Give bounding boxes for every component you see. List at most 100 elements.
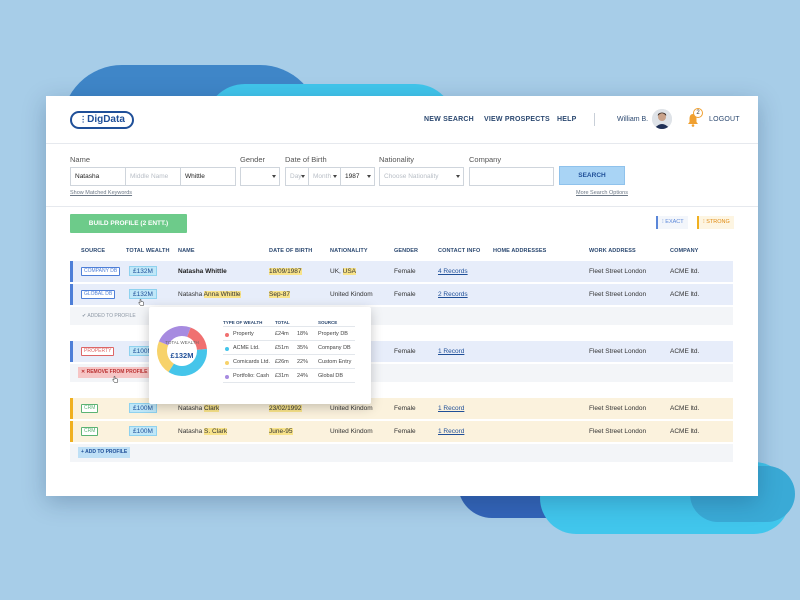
close-icon: ✕	[81, 369, 87, 375]
donut-center-value: £132M	[170, 351, 194, 360]
wealth-total: £26m	[275, 359, 289, 365]
logout-link[interactable]: LOGOUT	[709, 116, 740, 123]
contact-link[interactable]: 2 Records	[438, 291, 468, 298]
column-header-total-wealth[interactable]: TOTAL WEALTH	[126, 248, 170, 254]
check-icon: ✔	[82, 313, 88, 319]
wealth-badge[interactable]: £132M	[129, 266, 157, 276]
name-cell: Natasha Clark	[178, 405, 220, 412]
work-address-cell: Fleet Street London	[589, 405, 647, 412]
column-header-home-addresses[interactable]: HOME ADDRESSES	[493, 248, 547, 254]
gender-select[interactable]	[240, 167, 280, 186]
dob-cell: 18/09/1987	[269, 268, 302, 275]
wealth-type: Property	[233, 331, 254, 337]
more-search-options-link[interactable]: More Search Options	[576, 190, 628, 196]
nationality-highlight: USA	[342, 268, 357, 275]
column-header-dob[interactable]: DATE OF BIRTH	[269, 248, 313, 254]
gender-label: Gender	[240, 155, 266, 164]
name-part: Natasha	[178, 405, 205, 412]
dob-cell: 23/02/1992	[269, 405, 302, 412]
nav-help[interactable]: HELP	[557, 116, 577, 123]
column-header-company[interactable]: COMPANY	[670, 248, 699, 254]
column-header-contact-info[interactable]: CONTACT INFO	[438, 248, 481, 254]
day-placeholder: Day	[290, 173, 302, 180]
nationality-part: UK,	[330, 268, 343, 275]
wealth-source: Custom Entry	[318, 359, 352, 365]
first-name-input[interactable]: Natasha	[70, 167, 126, 186]
column-header-work-address[interactable]: WORK ADDRESS	[589, 248, 636, 254]
nationality-cell: United Kindom	[330, 405, 373, 412]
nationality-cell: UK, USA	[330, 268, 357, 275]
legend-exact-label: EXACT	[665, 219, 684, 225]
donut-slice	[168, 349, 207, 376]
year-select[interactable]: 1987	[340, 167, 375, 186]
wealth-badge[interactable]: £100M	[129, 426, 157, 436]
contact-link[interactable]: 1 Record	[438, 428, 465, 435]
remove-from-profile-button[interactable]: ✕ REMOVE FROM PROFILE	[78, 367, 151, 378]
source-tag: GLOBAL DB	[81, 290, 116, 299]
avatar[interactable]	[652, 109, 672, 129]
legend-dot-comicards	[225, 361, 229, 365]
table-row[interactable]: COMPANY DB £132M Natasha Whittle 18/09/1…	[70, 261, 733, 282]
column-header-gender[interactable]: GENDER	[394, 248, 419, 254]
logo[interactable]: ⋮DigData	[70, 111, 134, 129]
legend-dot-portfolio	[225, 375, 229, 379]
contact-link[interactable]: 1 Record	[438, 405, 465, 412]
top-header: ⋮DigData NEW SEARCH VIEW PROSPECTS HELP …	[46, 96, 758, 144]
name-label: Name	[70, 155, 91, 164]
company-input[interactable]	[469, 167, 554, 186]
source-tag: CRM	[81, 427, 99, 436]
name-cell: Natasha S. Clark	[178, 428, 228, 435]
popup-divider	[223, 382, 355, 383]
legend-strong-icon: ⁝	[703, 219, 707, 225]
dob-cell: Sep-87	[269, 291, 290, 298]
donut-slice	[157, 341, 174, 373]
wealth-badge[interactable]: £132M	[129, 289, 157, 299]
user-name[interactable]: William B.	[617, 116, 649, 123]
added-to-profile-label: ✔ ADDED TO PROFILE	[82, 313, 136, 319]
contact-link[interactable]: 4 Records	[438, 268, 468, 275]
search-form: Name Natasha Middle Name Whittle Gender …	[46, 145, 758, 207]
notification-badge: 2	[693, 108, 703, 118]
remove-text: REMOVE FROM PROFILE	[86, 369, 148, 375]
add-to-profile-button[interactable]: + ADD TO PROFILE	[78, 447, 131, 458]
nav-view-prospects[interactable]: VIEW PROSPECTS	[484, 116, 550, 123]
wealth-badge[interactable]: £100M	[129, 403, 157, 413]
legend-exact: ⁝ EXACT	[656, 216, 688, 229]
wealth-source: Global DB	[318, 373, 344, 379]
build-profile-button[interactable]: BUILD PROFILE (2 ENTT.)	[70, 214, 187, 233]
search-button[interactable]: SEARCH	[559, 166, 625, 185]
month-select[interactable]: Month	[308, 167, 341, 186]
company-cell: ACME ltd.	[670, 348, 700, 355]
action-row	[70, 444, 733, 462]
show-matched-keywords-link[interactable]: Show Matched Keywords	[70, 190, 133, 196]
popup-divider	[223, 354, 355, 355]
plus-icon: +	[81, 449, 86, 455]
table-row[interactable]: GLOBAL DB £132M Natasha Anna Whittle Sep…	[70, 284, 733, 305]
donut-center-label: TOTAL WEALTH	[165, 340, 199, 345]
dob-cell: June-95	[269, 428, 293, 435]
wealth-type: ACME Ltd.	[233, 345, 260, 351]
day-select[interactable]: Day	[285, 167, 309, 186]
table-row[interactable]: CRM £100M Natasha S. Clark June-95 Unite…	[70, 421, 733, 442]
middle-name-input[interactable]: Middle Name	[125, 167, 181, 186]
last-name-input[interactable]: Whittle	[180, 167, 236, 186]
year-value: 1987	[345, 173, 360, 180]
nav-new-search[interactable]: NEW SEARCH	[424, 116, 474, 123]
name-highlight: Anna Whittle	[203, 291, 241, 298]
column-header-nationality[interactable]: NATIONALITY	[330, 248, 368, 254]
company-label: Company	[469, 155, 502, 164]
wealth-donut-chart	[157, 326, 207, 376]
hand-cursor-icon	[138, 299, 144, 306]
contact-link[interactable]: 1 Record	[438, 348, 465, 355]
hand-cursor-icon	[112, 376, 118, 383]
app-window: ⋮DigData NEW SEARCH VIEW PROSPECTS HELP …	[46, 96, 758, 496]
column-header-name[interactable]: NAME	[178, 248, 195, 254]
dob-label: Date of Birth	[285, 155, 327, 164]
popup-divider	[223, 340, 355, 341]
wealth-percent: 24%	[297, 373, 309, 379]
nationality-cell: United Kindom	[330, 428, 373, 435]
nationality-select[interactable]: Choose Nationality	[379, 167, 464, 186]
wealth-percent: 18%	[297, 331, 309, 337]
column-header-source[interactable]: SOURCE	[81, 248, 106, 254]
nationality-cell: United Kindom	[330, 291, 373, 298]
